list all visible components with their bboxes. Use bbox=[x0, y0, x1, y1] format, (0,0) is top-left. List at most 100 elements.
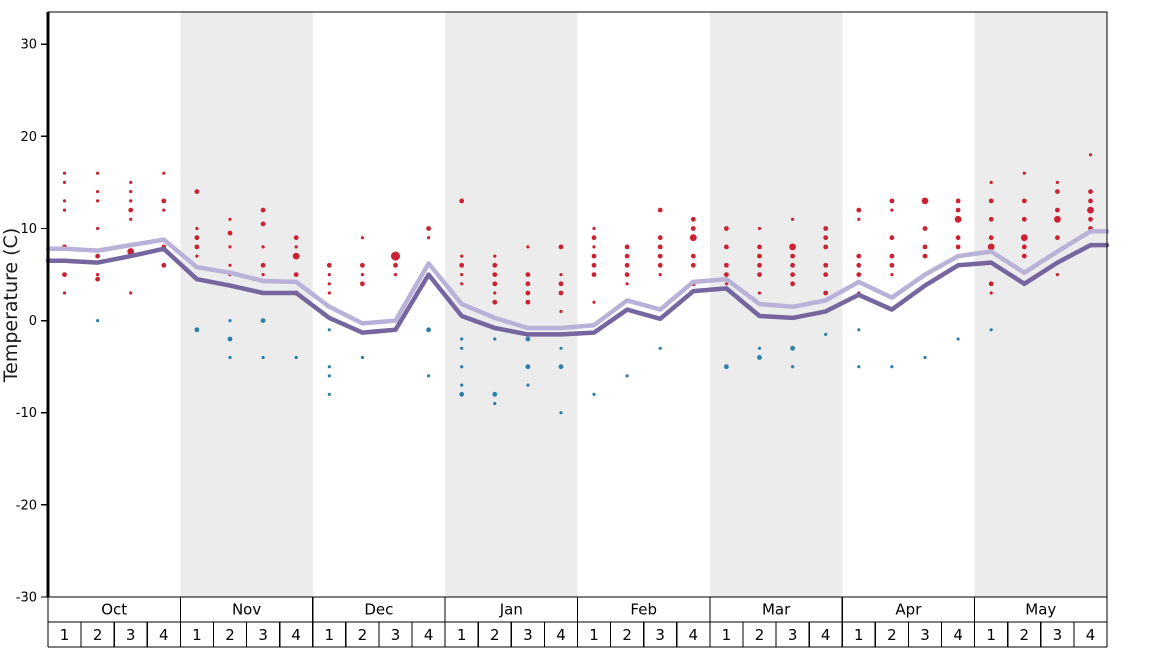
max-temp-dot bbox=[955, 235, 961, 241]
max-temp-dot bbox=[360, 281, 365, 287]
week-label: 2 bbox=[1020, 626, 1030, 644]
max-temp-dot bbox=[327, 273, 331, 277]
max-temp-dot bbox=[889, 262, 895, 268]
max-temp-dot bbox=[724, 282, 729, 286]
max-temp-dot bbox=[890, 273, 894, 277]
max-temp-dot bbox=[194, 244, 200, 250]
max-temp-dot bbox=[525, 281, 531, 287]
min-temp-dot bbox=[559, 411, 563, 415]
max-temp-dot bbox=[757, 291, 762, 295]
max-temp-dot bbox=[1021, 216, 1027, 222]
week-label: 4 bbox=[556, 626, 566, 644]
week-label: 3 bbox=[655, 626, 665, 644]
max-temp-dot bbox=[856, 253, 862, 259]
min-temp-dot bbox=[757, 355, 762, 360]
min-temp-dot bbox=[956, 337, 960, 341]
max-temp-dot bbox=[689, 234, 697, 242]
min-temp-dot bbox=[228, 319, 232, 323]
max-temp-dot bbox=[129, 199, 133, 203]
max-temp-dot bbox=[62, 180, 67, 184]
max-temp-dot bbox=[228, 263, 232, 267]
max-temp-dot bbox=[161, 198, 167, 204]
week-label: 2 bbox=[490, 626, 500, 644]
max-temp-dot bbox=[988, 281, 994, 287]
month-label-dec: Dec bbox=[364, 601, 393, 619]
max-temp-dot bbox=[161, 262, 167, 268]
max-temp-dot bbox=[162, 171, 166, 175]
max-temp-dot bbox=[591, 272, 597, 277]
max-temp-dot bbox=[592, 245, 596, 249]
week-label: 3 bbox=[391, 626, 401, 644]
max-temp-dot bbox=[988, 216, 994, 222]
max-temp-dot bbox=[789, 243, 796, 251]
max-temp-dot bbox=[391, 251, 400, 261]
max-temp-dot bbox=[129, 190, 133, 194]
month-label-apr: Apr bbox=[895, 601, 922, 619]
min-temp-dot bbox=[824, 332, 828, 336]
max-temp-dot bbox=[427, 236, 431, 240]
min-temp-dot bbox=[857, 328, 861, 332]
min-temp-dot bbox=[724, 364, 729, 370]
max-temp-dot bbox=[426, 226, 431, 231]
max-temp-dot bbox=[757, 244, 762, 250]
week-label: 3 bbox=[523, 626, 533, 644]
max-temp-dot bbox=[293, 235, 299, 241]
average-temperature-lines bbox=[45, 229, 1110, 337]
max-temp-dot bbox=[360, 236, 364, 240]
max-temp-dot bbox=[128, 207, 134, 213]
max-temp-dot bbox=[657, 244, 663, 250]
max-temp-dot bbox=[294, 245, 298, 249]
max-temp-dot bbox=[460, 282, 464, 286]
max-temp-dot bbox=[460, 273, 464, 277]
y-tick-label: -20 bbox=[16, 498, 37, 513]
min-temp-dot bbox=[658, 346, 662, 350]
min-temp-dot bbox=[558, 364, 564, 370]
month-label-jan: Jan bbox=[499, 601, 523, 619]
max-temp-dot bbox=[492, 272, 498, 277]
week-label: 1 bbox=[192, 626, 202, 644]
max-temp-dot bbox=[1021, 198, 1027, 204]
max-temp-dot bbox=[1088, 153, 1093, 157]
max-temp-dot bbox=[658, 273, 662, 277]
temperature-dots bbox=[62, 153, 1094, 415]
max-temp-dot bbox=[922, 244, 928, 250]
min-temp-dot bbox=[427, 374, 431, 378]
max-temp-dot bbox=[260, 262, 266, 268]
max-temp-dot bbox=[95, 276, 100, 282]
shaded-band-nov bbox=[180, 12, 313, 597]
max-temp-dot bbox=[989, 180, 993, 184]
max-temp-dot bbox=[1088, 198, 1093, 204]
max-temp-dot bbox=[526, 245, 530, 249]
max-temp-dot bbox=[987, 243, 995, 251]
max-temp-dot bbox=[989, 291, 993, 295]
max-temp-dot bbox=[525, 290, 531, 296]
y-axis-title: Temperature (C) bbox=[0, 228, 22, 384]
max-temp-dot bbox=[559, 273, 563, 277]
max-temp-dot bbox=[129, 180, 133, 184]
max-temp-dot bbox=[690, 253, 696, 259]
max-temp-dot bbox=[624, 244, 630, 250]
min-temp-dot bbox=[923, 355, 927, 360]
max-temp-dot bbox=[624, 253, 630, 259]
max-temp-dot bbox=[1088, 189, 1093, 195]
min-temp-dot bbox=[625, 374, 629, 378]
month-shading-bands bbox=[180, 12, 1107, 597]
week-label: 1 bbox=[722, 626, 732, 644]
max-temp-dot bbox=[459, 262, 465, 268]
max-temp-dot bbox=[624, 262, 630, 268]
max-temp-dot bbox=[1055, 235, 1060, 241]
max-temp-dot bbox=[492, 299, 498, 305]
min-temp-dot bbox=[592, 392, 596, 396]
week-label: 1 bbox=[325, 626, 335, 644]
min-temp-dot bbox=[327, 374, 331, 378]
max-temp-dot bbox=[62, 208, 67, 212]
max-temp-dot bbox=[95, 253, 100, 259]
y-tick-label: 20 bbox=[20, 130, 37, 145]
week-label: 2 bbox=[358, 626, 368, 644]
max-temp-dot bbox=[360, 262, 365, 268]
max-temp-dot bbox=[293, 272, 299, 277]
week-label: 1 bbox=[457, 626, 467, 644]
max-temp-dot bbox=[790, 253, 795, 259]
